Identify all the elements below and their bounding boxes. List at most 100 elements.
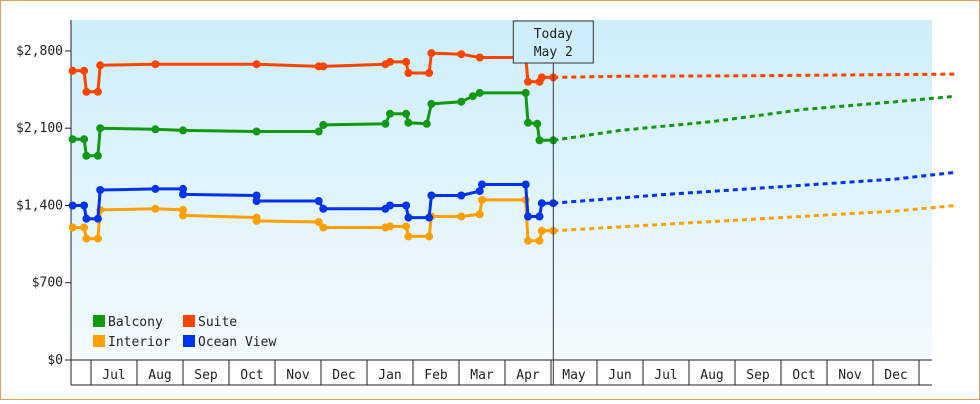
x-tick-label: Feb: [424, 368, 448, 383]
interior-forecast-line: [553, 204, 956, 233]
ocean-view-point: [535, 212, 544, 221]
legend-swatch: [183, 335, 195, 347]
balcony-point: [404, 118, 413, 127]
ocean-view-point: [425, 213, 434, 222]
interior-point: [478, 195, 486, 204]
balcony-point: [521, 88, 530, 97]
ocean-view-forecast-line: [553, 170, 956, 205]
balcony-point: [319, 120, 328, 129]
legend-label: Suite: [198, 315, 237, 330]
balcony-point: [93, 151, 102, 160]
y-tick-label: $2,100: [16, 121, 63, 136]
ocean-view-point: [478, 180, 486, 189]
suite-point: [93, 87, 102, 96]
suite-point: [319, 62, 328, 71]
ocean-view-point: [524, 212, 532, 221]
x-tick-label: Mar: [470, 368, 494, 383]
interior-point: [68, 223, 77, 232]
x-tick-label: Oct: [240, 368, 263, 383]
interior-point: [319, 223, 328, 232]
today-marker: Today May 2: [512, 20, 594, 385]
x-tick-label: Nov: [838, 368, 862, 383]
interior-point: [402, 222, 411, 231]
ocean-view-point: [179, 190, 187, 199]
legend-swatch: [93, 335, 105, 347]
ocean-view-point: [427, 191, 436, 200]
balcony-point: [386, 109, 394, 118]
interior-point: [314, 218, 323, 226]
balcony-history-line: [72, 91, 554, 158]
history-lines: [68, 49, 558, 245]
forecast-lines: [553, 72, 956, 233]
suite-point: [80, 66, 89, 75]
today-callout-box: [512, 20, 594, 64]
balcony-point: [402, 109, 411, 118]
ocean-view-point: [314, 197, 323, 205]
x-tick-label: Oct: [792, 368, 815, 383]
interior-point: [475, 210, 484, 219]
legend-swatch: [93, 315, 105, 327]
suite-point: [151, 60, 160, 69]
x-tick-label: May: [562, 368, 586, 383]
balcony-point: [252, 127, 261, 136]
interior-point: [82, 234, 91, 243]
suite-forecast-line: [553, 72, 956, 79]
plot-background: [71, 20, 932, 360]
interior-point: [537, 226, 546, 235]
legend-label: Balcony: [108, 315, 163, 330]
x-tick-label: Jan: [378, 368, 401, 383]
interior-point: [457, 212, 466, 221]
suite-point: [537, 73, 546, 82]
balcony-point: [535, 136, 544, 145]
x-tick-label: Aug: [148, 368, 171, 383]
suite-point: [475, 53, 484, 62]
balcony-point: [151, 125, 160, 134]
suite-point: [96, 61, 105, 70]
legend-label: Ocean View: [198, 335, 276, 350]
balcony-point: [524, 118, 532, 127]
suite-point: [82, 87, 91, 96]
suite-point: [386, 57, 394, 66]
suite-history-line: [72, 51, 554, 94]
interior-point: [151, 204, 160, 213]
balcony-point: [80, 135, 89, 144]
ocean-view-point: [93, 214, 102, 223]
interior-point: [524, 236, 532, 245]
suite-point: [68, 66, 77, 75]
interior-point: [179, 205, 187, 214]
interior-point: [386, 222, 394, 231]
balcony-point: [96, 124, 105, 133]
ocean-view-point: [252, 197, 261, 205]
ocean-view-point: [402, 201, 411, 210]
balcony-forecast-line: [553, 94, 956, 142]
balcony-point: [427, 99, 436, 108]
ocean-view-point: [82, 214, 91, 223]
today-date: May 2: [534, 45, 573, 60]
balcony-point: [533, 119, 542, 128]
ocean-view-point: [319, 204, 328, 213]
ocean-view-point: [179, 184, 187, 193]
y-tick-label: $700: [32, 276, 63, 291]
suite-point: [427, 49, 436, 58]
ocean-view-point: [252, 191, 261, 200]
x-tick-label: Sep: [746, 368, 770, 383]
interior-point: [179, 211, 187, 220]
x-axis-ticks: Jul Aug Sep Oct Nov Dec Jan Feb Mar Apr May Jun Jul A…: [71, 360, 932, 386]
y-tick-label: $0: [47, 353, 63, 368]
balcony-point: [82, 151, 91, 160]
suite-point: [524, 77, 532, 86]
x-tick-label: Sep: [194, 368, 218, 383]
suite-point: [404, 69, 413, 77]
interior-point: [93, 234, 102, 243]
x-tick-label: Jul: [102, 368, 125, 383]
legend: Balcony Suite Interior Ocean View: [93, 315, 276, 350]
ocean-view-point: [457, 191, 466, 200]
y-tick-label: $1,400: [16, 198, 63, 213]
balcony-point: [457, 97, 466, 106]
x-tick-label: Dec: [884, 368, 907, 383]
x-tick-label: Jun: [608, 368, 631, 383]
x-tick-label: Aug: [700, 368, 723, 383]
suite-point: [457, 50, 466, 59]
